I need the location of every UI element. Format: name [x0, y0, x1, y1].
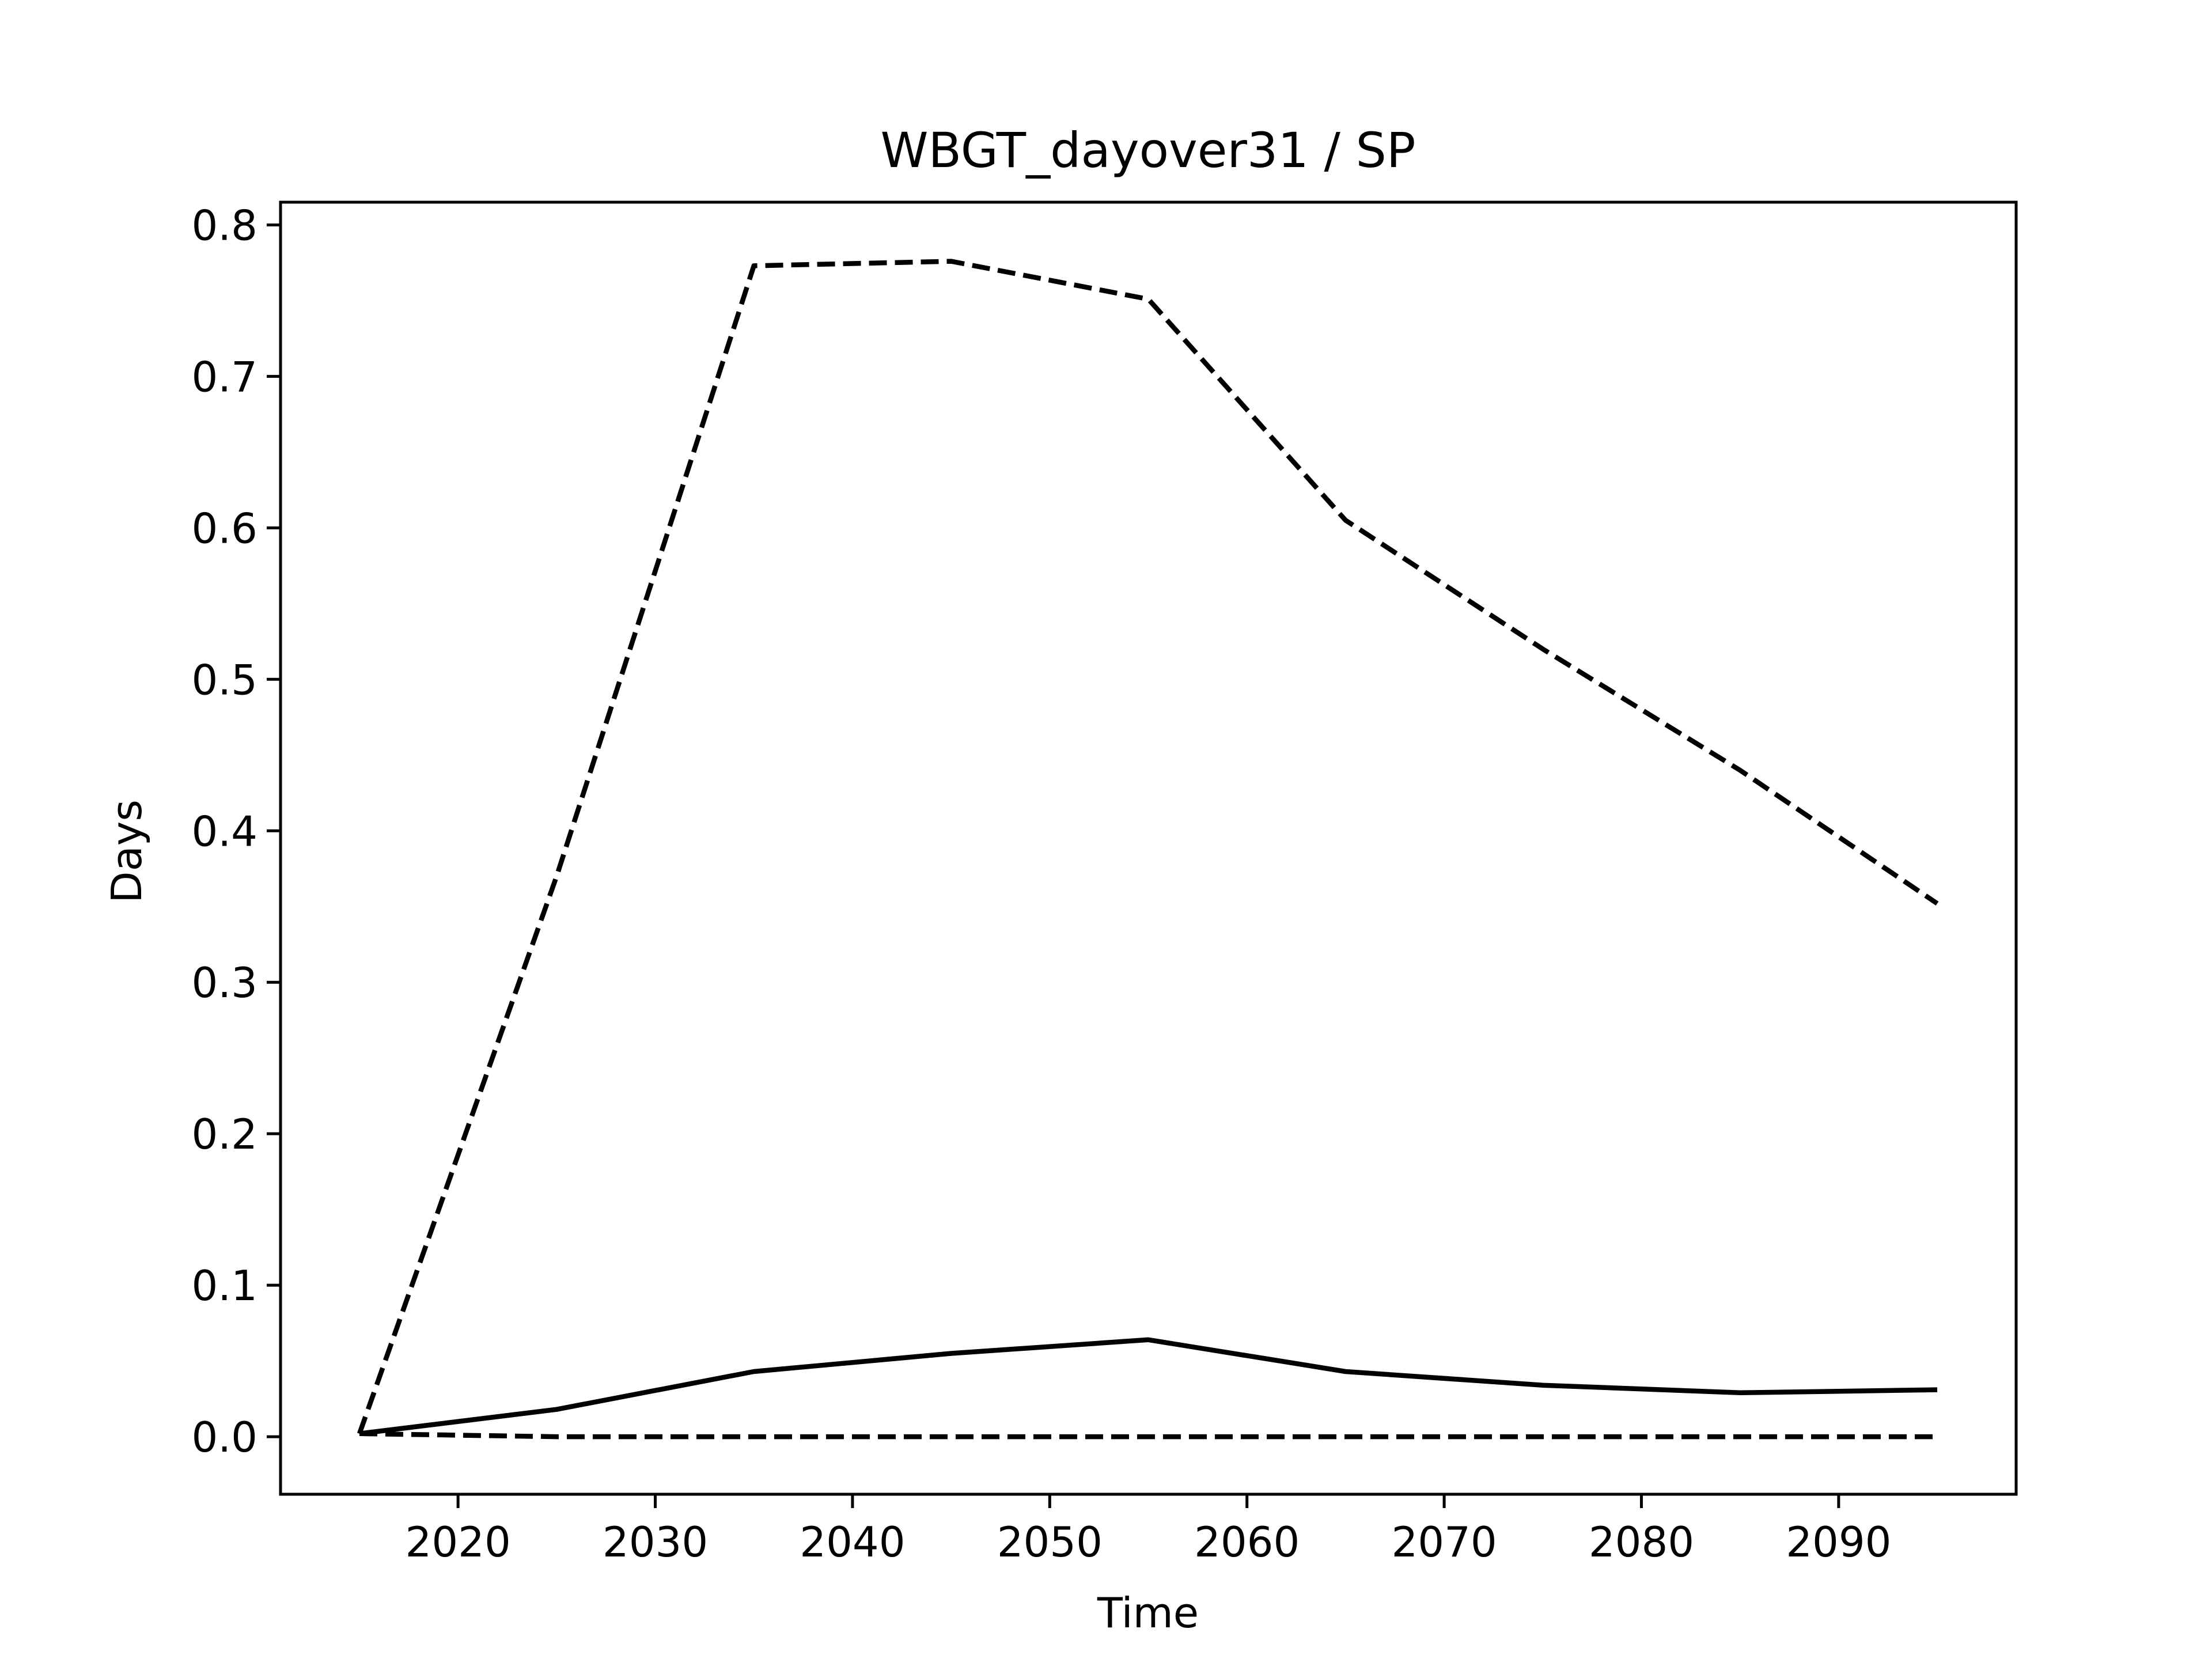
x-tick-label: 2060 [1194, 1518, 1300, 1566]
series-line-3 [359, 1431, 1937, 1440]
x-tick-label: 2040 [800, 1518, 905, 1566]
x-axis-label: Time [1097, 1589, 1199, 1637]
series-line-1 [357, 259, 1939, 1435]
y-tick-label: 0.6 [191, 504, 257, 552]
y-tick-label: 0.3 [191, 959, 257, 1007]
series-line-2 [359, 1337, 1938, 1437]
x-tick-label: 2030 [603, 1518, 708, 1566]
x-axis-ticks: 2020 2030 2040 2050 2060 2070 2080 2090 [406, 1494, 1891, 1566]
y-tick-label: 0.4 [191, 807, 257, 855]
x-tick-label: 2050 [997, 1518, 1103, 1566]
x-tick-label: 2070 [1391, 1518, 1497, 1566]
y-tick-label: 0.0 [191, 1413, 257, 1461]
y-tick-label: 0.8 [191, 201, 257, 249]
x-tick-label: 2020 [406, 1518, 511, 1566]
x-tick-label: 2080 [1589, 1518, 1694, 1566]
x-tick-label: 2090 [1786, 1518, 1891, 1566]
chart-title: WBGT_dayover31 / SP [880, 122, 1415, 179]
y-tick-label: 0.1 [191, 1262, 257, 1310]
y-axis-ticks: 0.0 0.1 0.2 0.3 0.4 0.5 0.6 0.7 0.8 [191, 201, 281, 1461]
y-tick-label: 0.5 [191, 656, 257, 704]
axes-frame [279, 200, 2018, 1496]
y-tick-label: 0.2 [191, 1110, 257, 1158]
y-axis-label: Days [103, 800, 151, 903]
series-lines [357, 259, 1939, 1440]
y-tick-label: 0.7 [191, 353, 257, 401]
